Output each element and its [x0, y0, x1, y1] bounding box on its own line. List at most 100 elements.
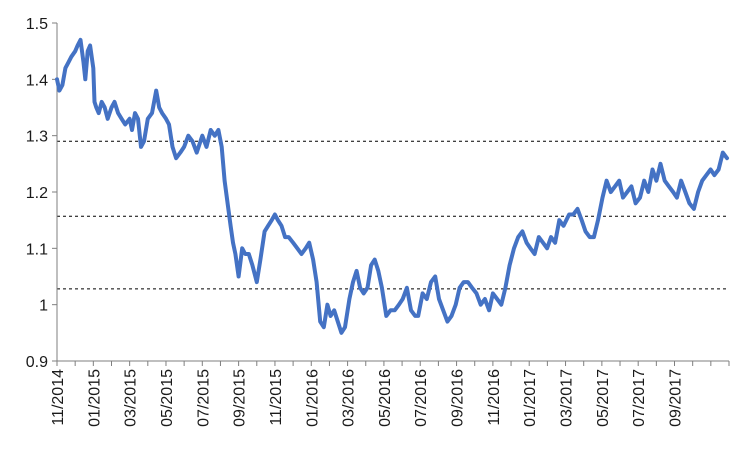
data-point: [529, 247, 532, 249]
x-tick-label: 03/2015: [123, 369, 140, 427]
data-point: [230, 225, 232, 227]
data-point: [422, 292, 424, 294]
data-point: [581, 219, 583, 221]
x-tick-label: 11/2016: [486, 369, 503, 426]
data-point: [300, 253, 303, 255]
data-point: [238, 275, 240, 278]
x-tick-label: 01/2015: [86, 369, 103, 427]
data-point: [381, 287, 383, 289]
data-point: [639, 197, 641, 199]
data-point: [576, 208, 579, 210]
reference-lines: [57, 140, 729, 290]
data-point: [61, 84, 64, 86]
data-point: [635, 202, 637, 204]
data-point: [267, 225, 269, 227]
y-tick-label: 1: [39, 298, 48, 315]
data-point: [630, 185, 633, 187]
data-point: [526, 242, 528, 244]
data-point: [467, 281, 469, 283]
data-point: [232, 242, 234, 244]
data-point: [161, 112, 163, 114]
x-tick-label: 05/2016: [377, 369, 394, 427]
data-point: [534, 253, 536, 255]
data-point: [496, 298, 498, 300]
data-point: [131, 129, 133, 131]
x-tick-label: 07/2016: [413, 369, 430, 427]
data-point: [171, 146, 174, 148]
data-point: [187, 135, 189, 137]
data-point: [442, 309, 444, 311]
data-point: [356, 270, 358, 272]
x-tick-label: 07/2015: [195, 369, 212, 427]
data-point: [389, 309, 392, 311]
data-point: [394, 309, 396, 311]
data-point: [113, 101, 116, 103]
x-tick-label: 01/2016: [304, 369, 321, 427]
data-point: [676, 197, 678, 199]
x-tick-label: 11/2015: [268, 369, 285, 426]
data-point: [151, 112, 153, 114]
data-point: [110, 106, 113, 109]
data-point: [140, 146, 142, 148]
data-point: [655, 180, 658, 182]
data-point: [165, 118, 167, 120]
data-point: [241, 247, 243, 249]
y-tick-label: 1.2: [26, 185, 48, 202]
x-tick-label: 05/2015: [159, 369, 176, 427]
data-point: [618, 180, 620, 182]
data-point: [227, 202, 229, 204]
series-line-0: [55, 37, 729, 335]
data-point: [713, 174, 716, 176]
data-point: [398, 304, 400, 306]
data-point: [210, 129, 212, 131]
data-point: [158, 106, 160, 109]
data-point: [626, 191, 628, 193]
data-point: [179, 152, 181, 154]
data-point: [308, 242, 310, 244]
data-point: [614, 185, 616, 187]
x-tick-label: 11/2014: [50, 369, 67, 426]
data-point: [406, 287, 408, 289]
data-point: [589, 236, 591, 238]
data-point: [264, 230, 266, 232]
data-point: [196, 152, 198, 154]
data-point: [92, 67, 94, 69]
data-point: [95, 106, 97, 109]
data-point: [688, 202, 691, 204]
data-point: [710, 168, 712, 171]
data-point: [562, 225, 565, 227]
data-point: [509, 264, 511, 266]
data-point: [64, 67, 66, 69]
data-point: [191, 140, 194, 142]
data-point: [705, 174, 708, 176]
data-point: [446, 321, 448, 323]
data-point: [134, 112, 136, 114]
data-point: [326, 304, 328, 306]
x-tick-label: 03/2016: [341, 369, 358, 427]
data-point: [284, 236, 286, 238]
data-point: [726, 157, 728, 159]
data-point: [280, 225, 283, 227]
data-point: [271, 219, 273, 221]
data-point: [89, 44, 91, 47]
data-point: [84, 78, 86, 80]
y-tick-label: 1.1: [26, 241, 48, 258]
data-point: [459, 287, 461, 289]
y-tick-labels: 0.9 1 1.1 1.2 1.3 1.4 1.5: [26, 16, 48, 371]
data-point: [352, 281, 354, 283]
data-point: [330, 315, 332, 317]
data-point: [463, 281, 465, 283]
x-tick-label: 01/2017: [522, 369, 539, 427]
data-point: [319, 321, 321, 323]
data-point: [256, 281, 258, 283]
data-point: [606, 180, 608, 182]
data-point: [234, 253, 236, 255]
data-point: [426, 298, 428, 300]
data-point: [129, 118, 131, 120]
data-point: [333, 309, 335, 311]
data-point: [402, 298, 404, 300]
data-point: [647, 191, 649, 193]
data-point: [410, 309, 412, 311]
data-point: [316, 281, 318, 283]
data-point: [672, 191, 674, 193]
